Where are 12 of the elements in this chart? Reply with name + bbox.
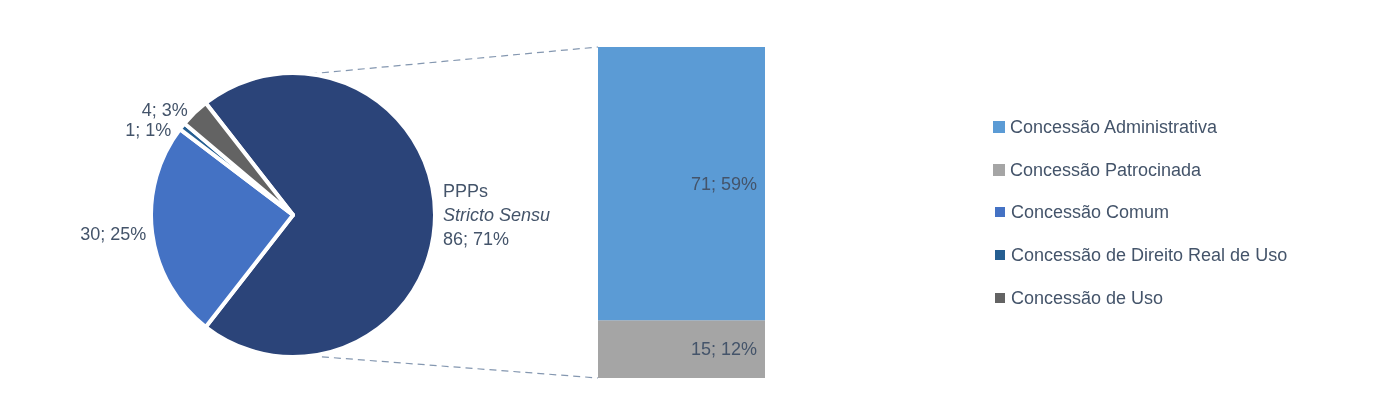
legend-label: Concessão de Direito Real de Uso xyxy=(1011,245,1288,265)
legend-label: Concessão de Uso xyxy=(1011,288,1164,308)
data-label: 71; 59% xyxy=(690,173,757,194)
slice-label: PPPs Stricto Sensu xyxy=(443,181,551,225)
data-label: 4; 3% xyxy=(141,99,188,120)
data-label: 86; 71% xyxy=(443,229,510,249)
data-label: 1; 1% xyxy=(125,119,172,140)
data-label: 15; 12% xyxy=(690,339,757,360)
legend-label: Concessão Comum xyxy=(1011,202,1170,222)
data-label: 30; 25% xyxy=(80,223,147,244)
legend-label: Concessão Administrativa xyxy=(1010,117,1219,137)
legend-label: Concessão Patrocinada xyxy=(1010,160,1203,180)
